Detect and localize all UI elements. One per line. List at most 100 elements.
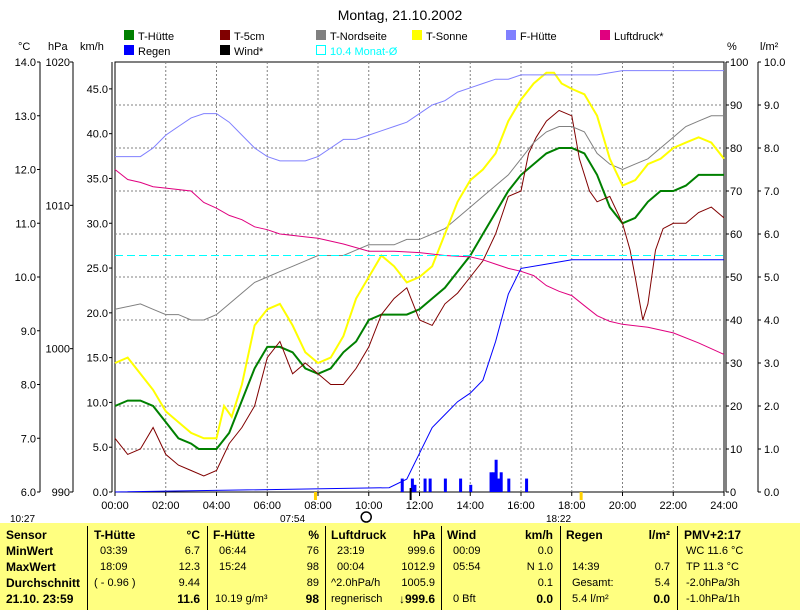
x-tick-label: 22:00 <box>659 500 687 512</box>
y-tick-label-celsius: 6.0 <box>21 487 36 499</box>
table-col-t-huette: T-Hütte °C 03:39 6.7 18:09 12.3 ( - 0.96… <box>94 527 200 609</box>
col-title: Wind <box>447 528 477 542</box>
min-value: 0.0 <box>537 545 553 557</box>
current-value: 0.0 <box>653 592 670 606</box>
x-tick-label: 00:00 <box>101 500 129 512</box>
row-label-avg: Durchschnitt <box>6 576 81 590</box>
y-tick-label-rain: 8.0 <box>764 143 779 155</box>
table-col-regen: Regen l/m² 14:39 0.7 Gesamt: 5.4 5.4 l/m… <box>566 527 670 609</box>
x-tick-labels: 00:00 02:00 04:00 06:00 08:00 10:00 12:00 14:00… <box>101 492 738 512</box>
x-tick-label: 24:00 <box>710 500 738 512</box>
table-col-luftdruck: Luftdruck hPa 23:19 999.6 00:04 1012.9 ^… <box>331 527 435 609</box>
y-tick-label-percent: 50 <box>730 272 742 284</box>
y-tick-label-percent: 100 <box>730 57 748 69</box>
y-tick-label-rain: 10.0 <box>764 57 785 69</box>
y-tick-label-celsius: 9.0 <box>21 326 36 338</box>
col-unit: °C <box>186 528 200 542</box>
wind-bar <box>507 478 511 492</box>
y-tick-label-celsius: 8.0 <box>21 380 36 392</box>
wind-bar <box>499 472 503 492</box>
legend-swatch <box>316 30 326 40</box>
y-tick-label-kmh: 40.0 <box>87 129 108 141</box>
avg-value: 0.1 <box>537 577 553 589</box>
col-title: Regen <box>566 528 603 542</box>
avg-value: 9.44 <box>178 577 200 589</box>
y-tick-label-percent: 20 <box>730 401 742 413</box>
min-time: 06:44 <box>219 545 247 557</box>
y-tick-label-kmh: 30.0 <box>87 218 108 230</box>
wind-bar <box>494 459 498 492</box>
table-divider <box>560 526 561 610</box>
y-tick-label-rain: 1.0 <box>764 444 779 456</box>
max-value: 0.7 <box>654 561 670 573</box>
legend-label: T-Hütte <box>138 31 174 43</box>
chart-title: Montag, 21.10.2002 <box>338 7 463 23</box>
y-tick-label-percent: 90 <box>730 100 742 112</box>
max-time: 18:09 <box>100 561 128 573</box>
y-tick-label-rain: 4.0 <box>764 315 779 327</box>
y-tick-label-hpa: 990 <box>52 487 70 499</box>
y-tick-label-kmh: 10.0 <box>87 397 108 409</box>
y-tick-label-celsius: 14.0 <box>15 57 36 69</box>
max-time: 15:24 <box>219 561 247 573</box>
legend-label: F-Hütte <box>520 31 557 43</box>
min-value: 6.7 <box>184 545 200 557</box>
max-value: N 1.0 <box>526 561 553 573</box>
current-value: 0.0 <box>536 592 553 606</box>
max-time: 00:04 <box>337 561 365 573</box>
table-col-f-huette: F-Hütte % 06:44 76 15:24 98 89 10.19 g/m… <box>213 527 319 609</box>
wind-bar <box>413 484 417 492</box>
sun-markers: 07:54 18:22 10:27 <box>10 488 583 523</box>
y-tick-label-percent: 70 <box>730 186 742 198</box>
current-note: 10.19 g/m³ <box>215 593 268 605</box>
legend-swatch <box>220 30 230 40</box>
wind-bar <box>492 472 496 492</box>
wind-bar <box>525 478 529 492</box>
y-tick-label-percent: 80 <box>730 143 742 155</box>
y-tick-label-rain: 5.0 <box>764 272 779 284</box>
series-line-tsonne <box>114 71 725 440</box>
wind-bar <box>423 478 427 492</box>
y-tick-label-percent: 60 <box>730 229 742 241</box>
x-tick-label: 20:00 <box>609 500 637 512</box>
y-tick-label-hpa: 1000 <box>46 344 70 356</box>
avg-note: ( - 0.96 ) <box>94 577 136 589</box>
time-left-label: 10:27 <box>10 514 35 523</box>
axis-unit-celsius: °C <box>18 41 30 53</box>
y-tick-label-rain: 6.0 <box>764 229 779 241</box>
current-note: 5.4 l/m² <box>572 593 609 605</box>
table-divider <box>87 526 88 610</box>
legend-swatch <box>506 30 516 40</box>
avg-value: 1005.9 <box>401 577 435 589</box>
legend-label: Wind* <box>234 46 264 58</box>
y-tick-label-celsius: 7.0 <box>21 433 36 445</box>
axis-unit-rain: l/m² <box>760 41 779 53</box>
x-tick-label: 04:00 <box>203 500 231 512</box>
y-tick-label-percent: 10 <box>730 444 742 456</box>
legend-label: Luftdruck* <box>614 31 664 43</box>
x-tick-label: 10:00 <box>355 500 383 512</box>
row-label-max: MaxWert <box>6 560 56 574</box>
wind-bar <box>459 478 463 492</box>
plot-area <box>114 70 725 493</box>
max-time: 14:39 <box>572 561 600 573</box>
col-unit: l/m² <box>648 528 670 542</box>
col-title: F-Hütte <box>213 528 255 542</box>
axis-unit-percent: % <box>727 41 737 53</box>
min-value: 999.6 <box>407 545 435 557</box>
col-title: Luftdruck <box>331 528 387 542</box>
y-tick-label-celsius: 10.0 <box>15 272 36 284</box>
x-tick-label: 18:00 <box>558 500 586 512</box>
max-value: 12.3 <box>178 561 200 573</box>
moon-icon <box>360 511 372 523</box>
row-label-sensor: Sensor <box>6 528 47 542</box>
series-line-fhtte <box>115 70 724 162</box>
wind-bar <box>489 472 493 492</box>
current-value: ↓999.6 <box>398 592 435 606</box>
x-tick-label: 02:00 <box>152 500 180 512</box>
min-time: 03:39 <box>100 545 128 557</box>
legend-swatch <box>124 45 134 55</box>
max-value: 98 <box>306 561 319 573</box>
current-value: 98 <box>305 592 319 606</box>
x-tick-label: 16:00 <box>507 500 535 512</box>
